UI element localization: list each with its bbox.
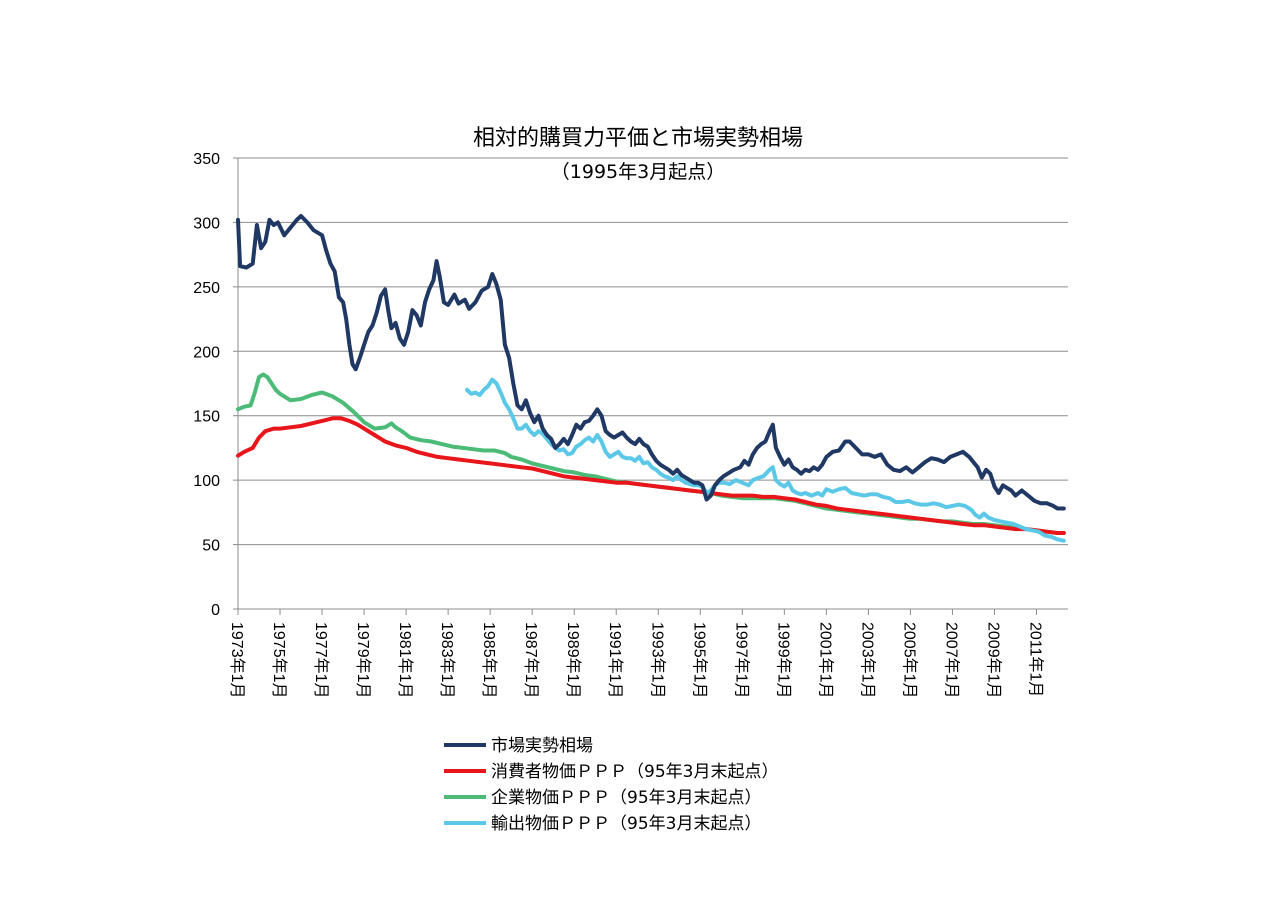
x-tick-label: 1991年1月 <box>606 622 624 699</box>
x-tick-label: 2003年1月 <box>858 622 876 699</box>
x-tick-label: 1981年1月 <box>396 622 414 699</box>
x-tick-label: 2005年1月 <box>900 622 918 699</box>
x-tick-label: 1985年1月 <box>480 622 498 699</box>
chart-subtitle: （1995年3月起点） <box>551 161 725 183</box>
y-tick-label: 250 <box>193 280 220 297</box>
chart-title: 相対的購買力平価と市場実勢相場 <box>473 126 803 151</box>
x-tick-label: 1995年1月 <box>690 622 708 699</box>
x-tick-label: 1997年1月 <box>732 622 750 699</box>
y-tick-label: 150 <box>193 409 220 426</box>
x-tick-label: 1975年1月 <box>270 622 288 699</box>
x-axis: 1973年1月 1975年1月 1977年1月 1979年1月 1981年1月 1983年… <box>228 608 1068 699</box>
series-lines <box>236 214 1066 543</box>
legend-label-1: 消費者物価ＰＰＰ（95年3月末起点） <box>491 762 778 782</box>
y-tick-label: 350 <box>193 151 220 168</box>
x-tick-label: 2001年1月 <box>816 622 834 699</box>
y-tick-label: 50 <box>202 538 220 555</box>
x-tick-label: 1987年1月 <box>522 622 540 699</box>
x-tick-label: 2011年1月 <box>1026 622 1044 697</box>
legend-label-3: 輸出物価ＰＰＰ（95年3月末起点） <box>491 814 761 834</box>
x-tick-label: 1993年1月 <box>648 622 666 699</box>
series-line-0 <box>236 214 1066 511</box>
y-tick-label: 300 <box>193 215 220 232</box>
x-tick-label: 1977年1月 <box>312 622 330 699</box>
y-tick-label: 100 <box>193 473 220 490</box>
x-tick-label: 1989年1月 <box>564 622 582 699</box>
series-line-1 <box>236 416 1066 535</box>
y-axis: 0 50 100 150 200 250 300 350 <box>193 151 239 619</box>
x-tick-label: 2007年1月 <box>942 622 960 699</box>
x-tick-label: 2009年1月 <box>984 622 1002 699</box>
x-tick-label: 1979年1月 <box>354 622 372 699</box>
legend-label-0: 市場実勢相場 <box>491 736 593 756</box>
y-tick-label: 0 <box>211 602 220 619</box>
x-tick-label: 1999年1月 <box>774 622 792 699</box>
legend-label-2: 企業物価ＰＰＰ（95年3月末起点） <box>491 788 761 808</box>
x-tick-label: 1983年1月 <box>438 622 456 699</box>
x-tick-label: 1973年1月 <box>228 622 246 699</box>
y-tick-label: 200 <box>193 344 220 361</box>
gridlines <box>238 157 1068 546</box>
